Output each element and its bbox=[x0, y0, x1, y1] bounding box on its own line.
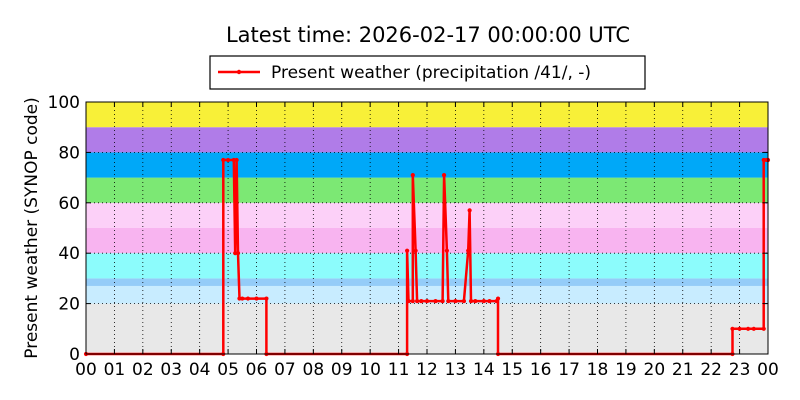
band-7 bbox=[86, 152, 768, 178]
data-point bbox=[473, 298, 478, 304]
y-tick-label: 80 bbox=[58, 143, 80, 163]
x-tick-label: 23 bbox=[729, 360, 751, 380]
x-tick-label: 13 bbox=[445, 360, 467, 380]
y-tick-label: 100 bbox=[48, 93, 80, 113]
x-tick-label: 11 bbox=[388, 360, 410, 380]
data-point bbox=[461, 298, 467, 304]
data-point bbox=[413, 248, 418, 253]
data-point bbox=[751, 326, 756, 331]
background-bands bbox=[86, 102, 768, 354]
x-tick-label: 00 bbox=[757, 360, 779, 380]
x-tick-label: 10 bbox=[359, 360, 381, 380]
data-point bbox=[234, 157, 239, 163]
x-tick-label: 15 bbox=[501, 360, 523, 380]
data-point bbox=[424, 298, 430, 304]
data-point bbox=[761, 326, 766, 331]
x-tick-label: 02 bbox=[132, 360, 154, 380]
data-point bbox=[264, 296, 269, 301]
data-point bbox=[444, 248, 449, 253]
legend-box bbox=[209, 55, 646, 90]
data-point bbox=[467, 208, 472, 213]
data-point bbox=[453, 298, 458, 304]
x-tick-label: 22 bbox=[700, 360, 722, 380]
series-line-0 bbox=[86, 158, 768, 356]
x-tick-label: 08 bbox=[303, 360, 325, 380]
data-point bbox=[221, 157, 226, 163]
data-point bbox=[406, 298, 411, 304]
series-layer bbox=[83, 157, 771, 357]
x-tick-label: 21 bbox=[672, 360, 694, 380]
x-tick-label: 16 bbox=[530, 360, 552, 380]
band-4 bbox=[86, 228, 768, 254]
x-tick-label: 04 bbox=[189, 360, 211, 380]
x-tick-label: 18 bbox=[587, 360, 609, 380]
data-point bbox=[487, 298, 492, 304]
data-point bbox=[481, 298, 486, 304]
legend-marker bbox=[236, 69, 242, 75]
data-point bbox=[468, 298, 474, 304]
y-tick-label: 60 bbox=[58, 194, 80, 214]
data-point bbox=[730, 326, 735, 331]
data-point bbox=[235, 251, 241, 256]
x-axis: 00 01 02 03 04 05 06 07 08 09 10 11 12 13 14 15 16 17 18 19… bbox=[75, 102, 779, 380]
x-tick-label: 00 bbox=[75, 360, 97, 380]
grid-lines bbox=[86, 102, 768, 354]
data-point bbox=[433, 298, 438, 304]
data-point bbox=[419, 298, 424, 304]
data-point bbox=[405, 248, 410, 253]
x-tick-label: 17 bbox=[558, 360, 580, 380]
data-point bbox=[495, 296, 501, 301]
x-tick-label: 19 bbox=[615, 360, 637, 380]
data-point bbox=[441, 172, 447, 178]
y-tick-label: 0 bbox=[69, 345, 80, 365]
y-tick-label: 20 bbox=[58, 295, 80, 315]
data-point bbox=[746, 326, 751, 331]
y-tick-label: 40 bbox=[58, 244, 80, 264]
x-tick-label: 06 bbox=[246, 360, 268, 380]
x-tick-label: 09 bbox=[331, 360, 353, 380]
data-point bbox=[240, 296, 245, 301]
y-axis-label: Present weather (SYNOP code) bbox=[22, 97, 42, 358]
data-point bbox=[446, 298, 451, 304]
x-tick-label: 05 bbox=[217, 360, 239, 380]
legend: Present weather (precipitation /41/, -) bbox=[209, 55, 646, 90]
data-point bbox=[737, 326, 742, 331]
legend-label: Present weather (precipitation /41/, -) bbox=[271, 63, 591, 83]
data-point bbox=[466, 248, 471, 253]
band-0 bbox=[86, 303, 768, 354]
y-axis: 0 20 40 60 80 100 bbox=[48, 93, 768, 365]
band-8 bbox=[86, 127, 768, 153]
data-point bbox=[414, 298, 420, 304]
x-tick-label: 03 bbox=[160, 360, 182, 380]
data-point bbox=[245, 296, 251, 301]
x-tick-label: 07 bbox=[274, 360, 296, 380]
data-point bbox=[410, 298, 415, 304]
chart-title: Latest time: 2026-02-17 00:00:00 UTC bbox=[226, 23, 630, 47]
x-tick-label: 12 bbox=[416, 360, 438, 380]
x-tick-label: 20 bbox=[644, 360, 666, 380]
data-point bbox=[440, 298, 445, 304]
x-tick-label: 14 bbox=[473, 360, 495, 380]
data-point bbox=[410, 172, 415, 178]
data-point bbox=[225, 157, 231, 163]
x-tick-label: 01 bbox=[104, 360, 126, 380]
data-point bbox=[254, 296, 259, 301]
